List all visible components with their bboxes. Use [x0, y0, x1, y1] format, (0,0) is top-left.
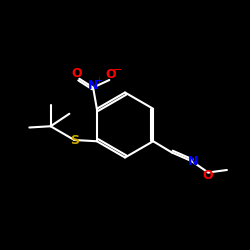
Text: +: + [95, 76, 102, 85]
Text: S: S [70, 134, 79, 146]
Text: −: − [113, 66, 122, 76]
Text: N: N [88, 79, 98, 92]
Text: O: O [105, 68, 116, 82]
Text: O: O [72, 67, 82, 80]
Text: N: N [188, 155, 198, 168]
Text: O: O [203, 168, 213, 181]
